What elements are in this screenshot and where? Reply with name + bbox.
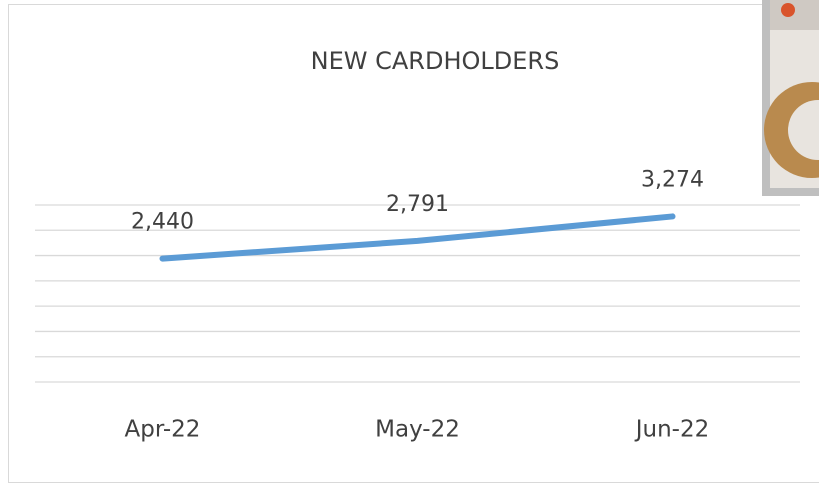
x-tick-label: Jun-22 xyxy=(634,417,710,443)
photo xyxy=(762,0,819,196)
chart-title: NEW CARDHOLDERS xyxy=(311,47,560,75)
x-tick-label: May-22 xyxy=(375,417,460,443)
data-label: 2,791 xyxy=(386,192,449,217)
data-label: 2,440 xyxy=(131,210,194,235)
data-line xyxy=(159,213,676,262)
data-label: 3,274 xyxy=(641,167,704,192)
x-tick-label: Apr-22 xyxy=(125,417,201,443)
